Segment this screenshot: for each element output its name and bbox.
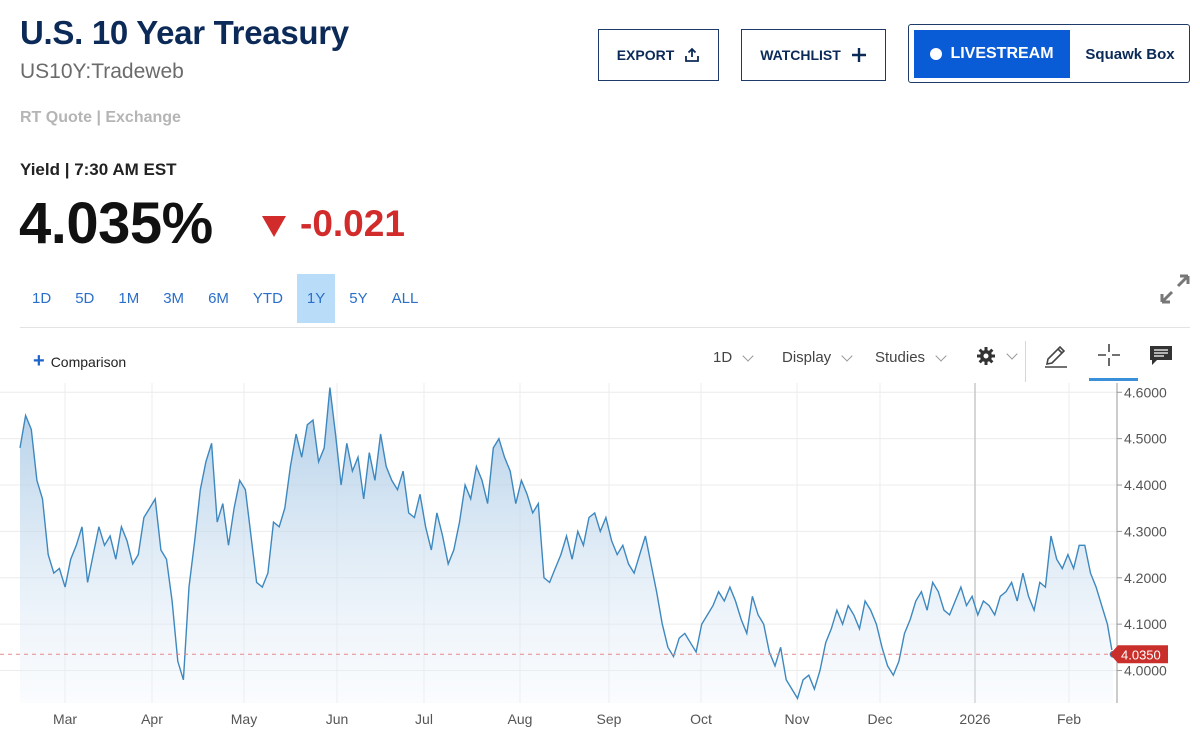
- last-price: 4.035%: [19, 191, 213, 256]
- range-tab-1d[interactable]: 1D: [32, 290, 52, 307]
- squawk-box-button[interactable]: Squawk Box: [1085, 45, 1175, 63]
- livestream-button[interactable]: LIVESTREAM: [914, 30, 1070, 78]
- settings-gear-icon: [977, 347, 995, 365]
- live-dot-icon: [930, 48, 943, 60]
- crosshair-icon[interactable]: [1097, 343, 1121, 367]
- range-tab-3m[interactable]: 3M: [163, 290, 185, 307]
- settings-dropdown[interactable]: [976, 346, 1018, 366]
- down-arrow-icon: [262, 215, 286, 237]
- price-change: -0.021: [262, 203, 405, 245]
- active-tool-indicator: [1089, 378, 1138, 381]
- export-button[interactable]: EXPORT: [598, 29, 719, 81]
- range-tab-5y[interactable]: 5Y: [349, 290, 368, 307]
- x-tick-label: Mar: [53, 711, 77, 727]
- chevron-down-icon: [935, 349, 947, 362]
- watchlist-label: WATCHLIST: [760, 47, 841, 63]
- y-tick-label: 4.6000: [1124, 384, 1167, 400]
- add-comparison-button[interactable]: + Comparison: [33, 350, 126, 373]
- y-tick-label: 4.2000: [1124, 570, 1167, 586]
- price-chart[interactable]: 4.6000 4.5000 4.4000 4.3000 4.2000 4.1000 4.00…: [0, 383, 1200, 734]
- x-tick-label: Aug: [508, 711, 533, 727]
- series-line: [19, 387, 1114, 701]
- divider: [20, 327, 1190, 328]
- comment-icon[interactable]: [1149, 345, 1173, 367]
- time-range-tabs: 1D 5D 1M 3M 6M YTD 1Y 5Y ALL: [22, 274, 432, 324]
- page-title: U.S. 10 Year Treasury: [20, 14, 349, 51]
- interval-dropdown[interactable]: 1D: [713, 349, 754, 366]
- x-tick-label: Nov: [785, 711, 810, 727]
- y-tick-label: 4.0000: [1124, 663, 1167, 679]
- chevron-down-icon: [1006, 348, 1018, 360]
- x-tick-label: 2026: [959, 711, 990, 727]
- plus-icon: [851, 48, 866, 62]
- plus-icon: +: [33, 350, 45, 372]
- display-label: Display: [782, 349, 832, 366]
- range-tab-6m[interactable]: 6M: [208, 290, 229, 307]
- export-icon: [685, 47, 700, 62]
- x-tick-label: Feb: [1057, 711, 1081, 727]
- chevron-down-icon: [841, 349, 853, 362]
- x-tick-label: Jul: [415, 711, 433, 727]
- range-tab-all[interactable]: ALL: [391, 290, 419, 307]
- area-fill: [20, 387, 1113, 703]
- comparison-label: Comparison: [50, 353, 127, 370]
- export-label: EXPORT: [616, 47, 675, 63]
- x-tick-label: Apr: [141, 711, 163, 727]
- yield-timestamp: Yield | 7:30 AM EST: [20, 160, 177, 179]
- range-tab-5d[interactable]: 5D: [75, 290, 95, 307]
- y-tick-label: 4.4000: [1124, 477, 1167, 493]
- livestream-panel: LIVESTREAM Squawk Box: [908, 24, 1190, 83]
- last-value-label: 4.0350: [1121, 647, 1161, 662]
- interval-label: 1D: [713, 349, 733, 366]
- y-tick-label: 4.1000: [1124, 616, 1167, 632]
- range-tab-1y[interactable]: 1Y: [296, 274, 336, 323]
- y-tick-label: 4.5000: [1124, 431, 1167, 447]
- expand-icon[interactable]: [1158, 272, 1192, 306]
- pencil-icon[interactable]: [1043, 343, 1069, 369]
- x-tick-label: Oct: [690, 711, 712, 727]
- last-value-tag: [1110, 645, 1168, 664]
- studies-dropdown[interactable]: Studies: [875, 349, 947, 366]
- studies-label: Studies: [875, 349, 926, 366]
- x-tick-label: May: [231, 711, 257, 727]
- ticker-symbol: US10Y:Tradeweb: [20, 60, 184, 83]
- x-tick-label: Sep: [597, 711, 622, 727]
- x-tick-label: Dec: [868, 711, 893, 727]
- watchlist-button[interactable]: WATCHLIST: [741, 29, 886, 81]
- chevron-down-icon: [742, 349, 754, 362]
- x-tick-label: Jun: [326, 711, 349, 727]
- livestream-label: LIVESTREAM: [950, 45, 1054, 62]
- range-tab-1m[interactable]: 1M: [118, 290, 140, 307]
- toolbar-divider: [1025, 341, 1026, 382]
- display-dropdown[interactable]: Display: [782, 349, 853, 366]
- range-tab-ytd[interactable]: YTD: [252, 290, 283, 307]
- y-tick-label: 4.3000: [1124, 523, 1167, 539]
- quote-source: RT Quote | Exchange: [20, 109, 181, 126]
- change-value: -0.021: [300, 203, 405, 244]
